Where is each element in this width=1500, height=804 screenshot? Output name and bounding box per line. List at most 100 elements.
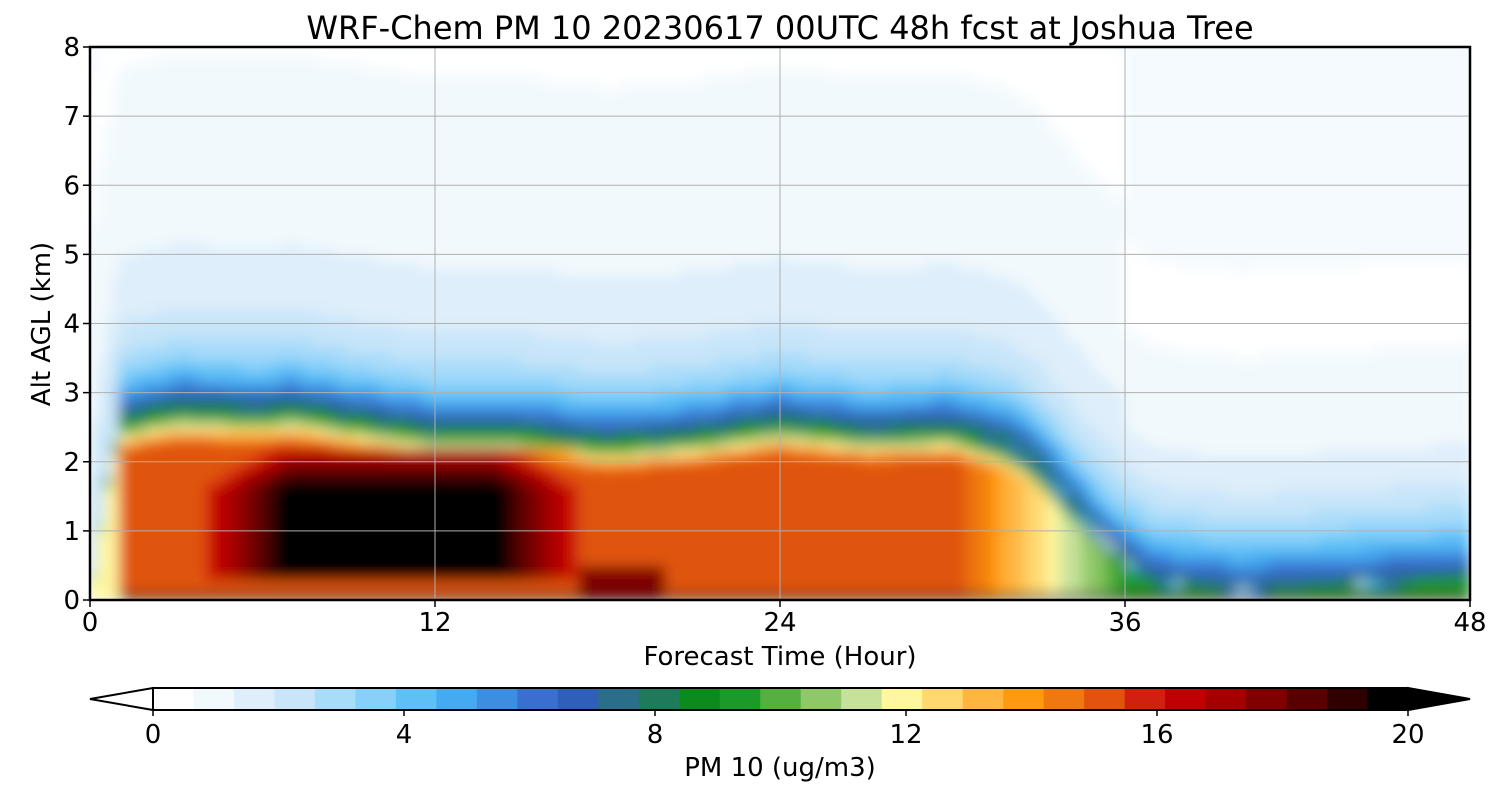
field-cell <box>284 593 293 600</box>
field-cell <box>269 572 278 581</box>
field-cell <box>291 60 300 69</box>
field-cell <box>442 593 451 600</box>
field-cell <box>305 316 314 325</box>
field-cell <box>427 517 436 525</box>
field-cell <box>420 316 429 325</box>
field-cell <box>183 358 192 366</box>
field-cell <box>111 392 120 401</box>
field-cell <box>514 392 523 401</box>
field-cell <box>514 586 523 594</box>
field-cell <box>348 136 357 145</box>
field-cell <box>456 309 465 318</box>
field-cell <box>456 226 465 235</box>
field-cell <box>478 219 487 228</box>
field-cell <box>355 558 364 567</box>
field-cell <box>492 427 501 435</box>
field-cell <box>255 129 264 138</box>
field-cell <box>197 268 206 276</box>
field-cell <box>449 67 458 76</box>
field-cell <box>391 551 400 560</box>
field-cell <box>111 316 120 325</box>
field-cell <box>90 81 98 90</box>
field-cell <box>478 47 487 55</box>
field-cell <box>478 254 487 263</box>
field-cell <box>205 558 213 567</box>
field-cell <box>341 378 350 387</box>
field-cell <box>140 530 149 539</box>
field-cell <box>140 537 149 546</box>
field-cell <box>492 205 501 214</box>
field-cell <box>449 544 458 553</box>
field-cell <box>262 482 271 491</box>
field-cell <box>514 88 523 97</box>
field-cell <box>413 171 422 180</box>
field-cell <box>420 53 429 62</box>
field-cell <box>427 427 436 435</box>
field-cell <box>521 53 530 62</box>
field-cell <box>118 60 127 69</box>
field-cell <box>327 565 336 574</box>
field-cell <box>391 212 400 221</box>
field-cell <box>298 572 307 581</box>
field-cell <box>341 164 350 173</box>
field-cell <box>97 461 106 470</box>
field-cell <box>413 392 422 401</box>
field-cell <box>140 544 149 553</box>
field-cell <box>190 47 199 55</box>
field-cell <box>176 537 185 546</box>
field-cell <box>363 88 372 97</box>
field-cell <box>478 240 487 249</box>
field-cell <box>305 95 314 104</box>
field-cell <box>528 247 537 256</box>
field-cell <box>125 102 134 111</box>
field-cell <box>406 116 415 124</box>
field-cell <box>420 510 429 518</box>
field-cell <box>327 157 336 166</box>
field-cell <box>327 503 336 511</box>
field-cell <box>463 192 472 200</box>
field-cell <box>190 192 199 200</box>
field-cell <box>125 171 134 180</box>
field-cell <box>205 537 213 546</box>
field-cell <box>262 109 271 117</box>
field-cell <box>377 275 386 283</box>
field-cell <box>240 95 249 104</box>
field-cell <box>435 337 443 346</box>
field-cell <box>111 593 120 600</box>
field-cell <box>212 136 221 145</box>
field-cell <box>226 441 235 449</box>
field-cell <box>226 364 235 373</box>
field-cell <box>197 475 206 484</box>
field-cell <box>219 212 228 221</box>
field-cell <box>334 544 343 553</box>
field-cell <box>370 316 379 325</box>
field-cell <box>125 157 134 166</box>
field-cell <box>140 275 149 283</box>
field-cell <box>420 123 429 131</box>
field-cell <box>377 371 386 380</box>
field-cell <box>355 74 364 83</box>
field-cell <box>269 551 278 560</box>
field-cell <box>161 530 170 539</box>
field-cell <box>262 523 271 532</box>
field-cell <box>420 143 429 152</box>
field-cell <box>442 102 451 111</box>
field-cell <box>262 371 271 380</box>
field-cell <box>427 344 436 352</box>
field-cell <box>305 482 314 491</box>
field-cell <box>312 233 321 242</box>
field-cell <box>391 323 400 332</box>
field-cell <box>420 247 429 256</box>
field-cell <box>442 351 451 359</box>
field-cell <box>276 150 285 159</box>
field-cell <box>499 67 508 76</box>
field-cell <box>104 60 113 69</box>
field-cell <box>485 358 494 366</box>
field-cell <box>298 136 307 145</box>
field-cell <box>305 261 314 269</box>
field-cell <box>183 537 192 546</box>
field-cell <box>305 309 314 318</box>
field-cell <box>341 385 350 394</box>
field-cell <box>470 102 479 111</box>
field-cell <box>521 275 530 283</box>
